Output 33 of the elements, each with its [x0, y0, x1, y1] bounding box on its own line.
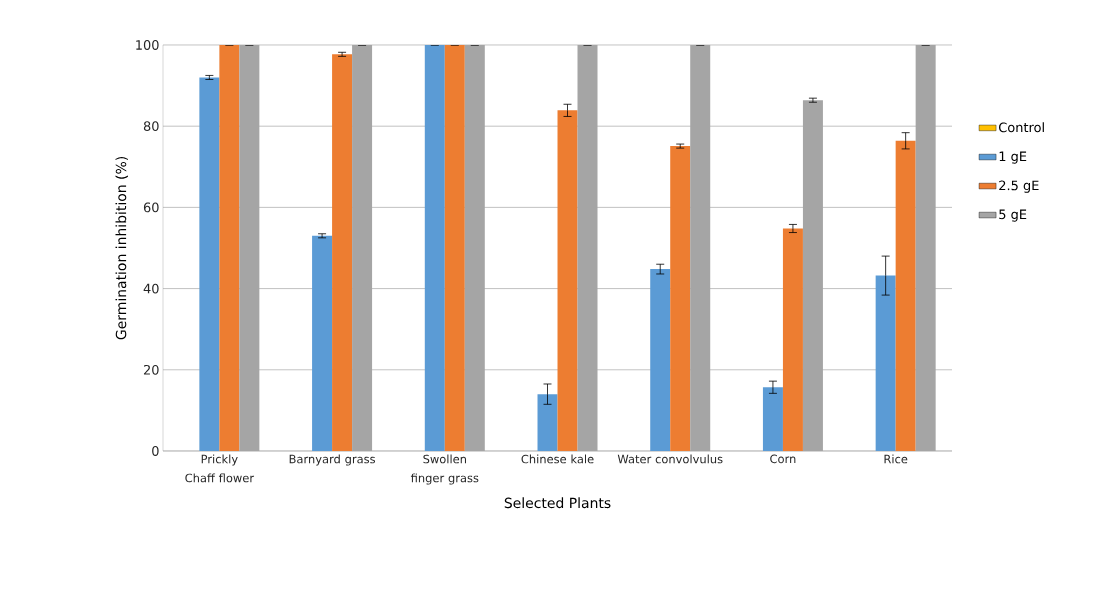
y-tick-label: 20 [143, 364, 159, 375]
bar [762, 387, 783, 451]
x-tick-label: Corn [770, 454, 796, 464]
legend-label: Control [999, 122, 1044, 133]
x-tick-label: Chinese kale [521, 454, 594, 464]
legend-label: 2.5 gE [999, 180, 1039, 193]
bar [537, 394, 558, 451]
x-tick-label: Water convolvulus [617, 454, 723, 464]
bar [424, 44, 445, 451]
bar [312, 235, 333, 451]
y-axis-title: Germination inhibition (%) [115, 156, 128, 340]
x-tick-label: Prickly Chaff flower [185, 454, 255, 483]
bar [895, 140, 916, 451]
y-tick-label: 40 [143, 283, 159, 294]
bar [199, 77, 220, 451]
legend-label: 5 gE [999, 209, 1027, 222]
y-tick-label: 80 [143, 121, 159, 132]
bar [782, 228, 803, 451]
bar [650, 269, 671, 451]
x-tick-label: Rice [884, 454, 908, 464]
y-tick-label: 60 [143, 202, 159, 213]
bar [875, 275, 896, 451]
x-tick-label: Barnyard grass [289, 454, 376, 466]
bar [557, 110, 578, 451]
bar [219, 44, 240, 451]
bar [670, 146, 691, 451]
y-tick-label: 100 [136, 40, 159, 50]
x-axis-title: Selected Plants [504, 497, 611, 509]
legend-label: 1 gE [999, 151, 1027, 164]
x-tick-label: Swollen finger grass [410, 454, 479, 485]
bar [332, 54, 353, 451]
y-tick-label: 0 [152, 446, 159, 456]
bar [444, 44, 465, 451]
